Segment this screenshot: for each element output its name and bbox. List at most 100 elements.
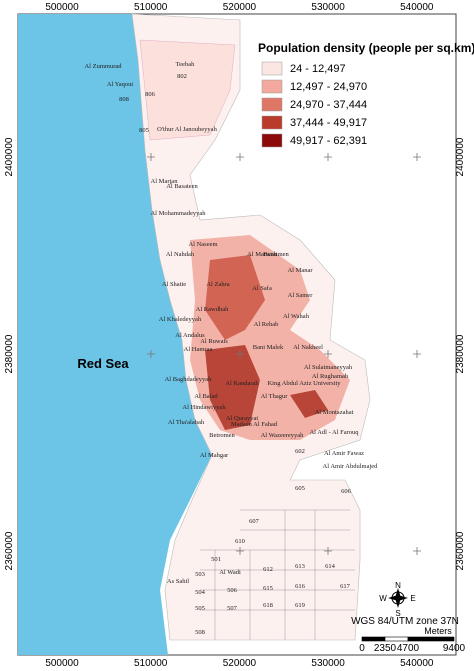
district-labels: Al Zummurad Teebah Al Yaqout 802 806 808 805 O'… [84, 61, 378, 636]
x-tick-label: 520000 [223, 658, 257, 669]
district-label: Buraimen [263, 251, 289, 258]
legend-label: 49,917 - 62,391 [290, 135, 367, 147]
district-label: Al Adl - Al Farouq [309, 429, 359, 436]
scale-unit: Meters [424, 626, 452, 636]
district-label: King Abdul Aziz University [267, 380, 341, 387]
north-districts [139, 39, 236, 141]
legend-box [255, 40, 455, 152]
x-tick-label: 530000 [311, 2, 345, 13]
district-label: Al Yaqout [107, 81, 134, 88]
district-label: Al Marwah [247, 251, 278, 258]
scale-segment [407, 636, 455, 642]
district-label: 505 [195, 605, 205, 612]
legend-swatch [261, 133, 283, 148]
scale-bar: 0 2350 4700 9400 [359, 636, 466, 654]
compass-w: W [379, 594, 387, 603]
district-label: Al Zahra [206, 281, 229, 288]
district-label: 808 [119, 96, 129, 103]
district-label: Al Samer [288, 292, 314, 299]
scale-tick-label: 2350 [374, 643, 397, 654]
x-tick-label: 520000 [223, 2, 257, 13]
scale-segment [361, 636, 386, 642]
district-label: Al Ruwais [200, 338, 228, 345]
district-label: 508 [195, 629, 205, 636]
district-label: Al Andalus [175, 332, 205, 339]
y-tick-label: 2360000 [4, 531, 15, 570]
district-label: Al Zummurad [84, 63, 122, 70]
district-label: Al Wadi [219, 569, 241, 576]
district-label: Al Rehab [254, 321, 279, 328]
x-tick-label: 530000 [311, 658, 345, 669]
district-label: 602 [295, 448, 305, 455]
district-label: Al Rawdhah [196, 306, 229, 313]
x-tick-label: 540000 [400, 2, 434, 13]
dense-core-north [205, 255, 265, 340]
y-tick-label: 2360000 [455, 531, 466, 570]
district-label: Betromen [209, 432, 235, 439]
x-tick-label: 500000 [45, 2, 79, 13]
y-tick-label: 2380000 [455, 334, 466, 373]
district-label: Al Thagur [261, 393, 289, 400]
district-label: 619 [295, 602, 305, 609]
district-label: Al Naseem [188, 241, 217, 248]
y-tick-label: 2380000 [4, 334, 15, 373]
legend-label: 24 - 12,497 [290, 63, 346, 75]
compass: N E S W [379, 581, 415, 618]
district-label: Al Nakheel [293, 344, 323, 351]
district-label: 504 [195, 589, 206, 596]
compass-s: S [395, 609, 400, 618]
legend: 24 - 12,497 12,497 - 24,970 24,970 - 37,44… [261, 61, 367, 148]
x-tick-label: 500000 [45, 658, 79, 669]
district-label: 607 [249, 518, 260, 525]
district-label: 614 [325, 563, 336, 570]
district-label: Al Nahdah [166, 251, 195, 258]
district-label: 615 [263, 585, 273, 592]
district-label: 610 [235, 538, 245, 545]
district-label: 617 [340, 583, 351, 590]
legend-label: 12,497 - 24,970 [290, 81, 367, 93]
district-label: 503 [195, 571, 205, 578]
y-ticks: 2400000 2400000 2380000 2380000 2360000 23600… [4, 137, 466, 570]
x-ticks: 500000 500000 510000 510000 520000 520000 5300… [45, 2, 434, 669]
legend-swatch [261, 115, 283, 130]
x-tick-label: 510000 [134, 658, 168, 669]
projection: WGS 84/UTM zone 37N [351, 616, 459, 627]
district-label: Bani Malek [253, 344, 284, 351]
district-label: Al Sulaimaneyyah [304, 364, 353, 371]
district-label: 616 [295, 583, 306, 590]
district-label: Al Wazeereyyah [261, 432, 305, 439]
district-label: Al Rughamah [312, 373, 349, 380]
district-label: 612 [263, 566, 273, 573]
district-label: Al Hamraa [184, 346, 213, 353]
legend-title: Population density (people per sq.km) [258, 41, 474, 55]
district-label: As Sahil [167, 578, 189, 585]
district-label: 802 [177, 73, 187, 80]
scale-tick-label: 0 [359, 643, 365, 654]
district-label: 805 [139, 127, 149, 134]
scale-tick-label: 9400 [443, 643, 466, 654]
legend-swatch [261, 79, 283, 94]
dense-core-east [290, 390, 328, 418]
district-label: Al Tha'alabah [168, 419, 205, 426]
district-label: Al Khaledeyyah [159, 316, 202, 323]
district-label: Al Safa [252, 285, 272, 292]
x-tick-label: 540000 [400, 658, 434, 669]
district-label: Al Qurayyat [226, 415, 259, 422]
district-label: Al Hindawiyyah [182, 404, 226, 411]
district-label: 806 [145, 91, 156, 98]
x-tick-label: 510000 [134, 2, 168, 13]
district-label: Al Shatie [162, 281, 186, 288]
district-label: Al Mahgar [200, 452, 229, 459]
legend-swatch [261, 97, 283, 112]
district-label: Madaen Al Fahad [231, 421, 278, 428]
y-tick-label: 2400000 [4, 137, 15, 176]
district-label: 613 [295, 563, 305, 570]
district-label: 605 [295, 485, 305, 492]
scale-tick-label: 4700 [397, 643, 420, 654]
scale-segment [384, 636, 409, 642]
sea-label: Red Sea [77, 356, 129, 371]
compass-n: N [395, 581, 401, 590]
legend-swatch [261, 61, 283, 76]
district-grid [200, 509, 355, 640]
district-label: 506 [227, 587, 238, 594]
